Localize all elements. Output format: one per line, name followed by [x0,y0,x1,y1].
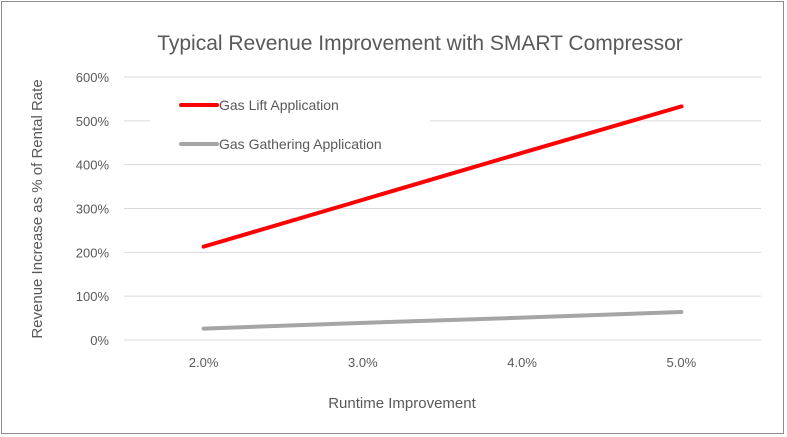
y-axis-ticks: 0% 100% 200% 300% 400% 500% 600% [76,70,110,348]
y-axis-label: Revenue Increase as % of Rental Rate [29,79,46,338]
y-tick-label: 100% [76,289,110,304]
series-line-gas-lift [201,104,684,249]
y-tick-label: 600% [76,70,110,85]
x-tick-label: 5.0% [667,355,697,370]
x-axis-label: Runtime Improvement [328,395,476,412]
series-line-gas-gathering [201,309,684,331]
x-axis-ticks: 2.0% 3.0% 4.0% 5.0% [189,355,697,370]
legend-label: Gas Gathering Application [219,136,382,152]
y-tick-label: 400% [76,158,110,173]
y-tick-label: 0% [90,333,109,348]
x-tick-label: 4.0% [507,355,537,370]
x-tick-label: 2.0% [189,355,219,370]
series-lines [201,104,684,331]
chart-title: Typical Revenue Improvement with SMART C… [157,32,683,55]
y-tick-label: 200% [76,245,110,260]
legend-label: Gas Lift Application [219,97,339,113]
x-tick-label: 3.0% [348,355,378,370]
y-tick-label: 300% [76,202,110,217]
y-tick-label: 500% [76,114,110,129]
legend: Gas Lift Application Gas Gathering Applic… [150,86,430,156]
